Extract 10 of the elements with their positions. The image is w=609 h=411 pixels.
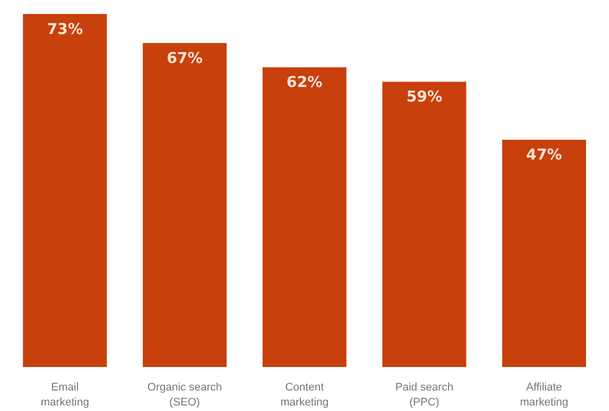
data-label: 59% [406,88,442,106]
data-label: 67% [166,49,203,68]
x-tick-label: Affiliate marketing [520,382,568,408]
data-label: 73% [46,20,83,38]
x-tick-label: Email marketing [40,382,90,408]
x-tick-label: Organic search (SEO) [147,382,222,408]
x-tick-label: Paid search (PPC) [395,382,454,408]
data-label: 62% [286,73,322,92]
x-tick-label: Content marketing [280,382,329,408]
data-label: 47% [526,146,562,164]
